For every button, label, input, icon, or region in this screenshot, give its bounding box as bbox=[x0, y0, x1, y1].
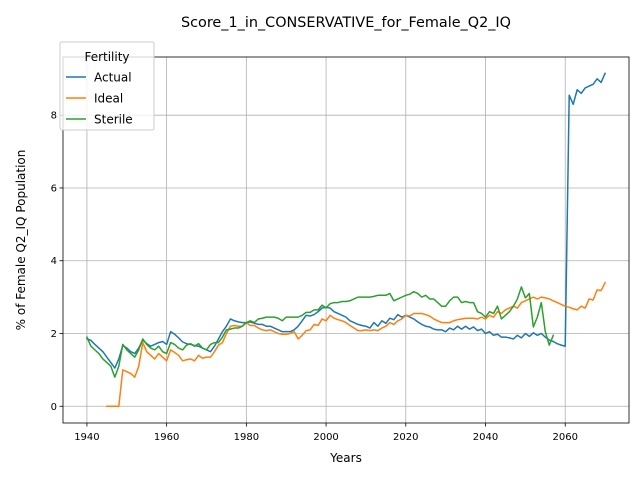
x-tick-label: 2060 bbox=[552, 432, 577, 443]
legend-box bbox=[59, 41, 155, 131]
legend-entries: Actual Ideal Sterile bbox=[66, 71, 133, 127]
x-tick-label: 2040 bbox=[473, 432, 498, 443]
plot-background bbox=[63, 57, 629, 423]
plot-area bbox=[62, 56, 630, 424]
x-axis-label: Years bbox=[329, 451, 362, 465]
legend-title: Fertility bbox=[84, 50, 129, 64]
legend: Fertility Actual Ideal Sterile bbox=[59, 41, 155, 131]
x-tick-label: 2020 bbox=[393, 432, 418, 443]
series-line-actual bbox=[85, 72, 607, 369]
x-tick-label: 2000 bbox=[313, 432, 338, 443]
y-tick-label: 8 bbox=[51, 111, 57, 122]
x-tick-label: 1940 bbox=[74, 432, 99, 443]
legend-label-actual: Actual bbox=[94, 71, 132, 85]
y-tick-label: 0 bbox=[51, 402, 57, 413]
chart-title: Score_1_in_CONSERVATIVE_for_Female_Q2_IQ bbox=[181, 15, 511, 31]
legend-label-sterile: Sterile bbox=[94, 113, 133, 127]
grid bbox=[63, 57, 629, 423]
y-tick-label: 6 bbox=[51, 183, 57, 194]
y-tick-label: 2 bbox=[51, 329, 57, 340]
y-axis-label: % of Female Q2_IQ Population bbox=[14, 150, 28, 331]
series-line-sterile bbox=[85, 286, 555, 378]
x-axis: 1940 1960 1980 2000 2020 2040 2060 bbox=[74, 423, 578, 443]
series-layer bbox=[85, 72, 607, 408]
y-tick-label: 4 bbox=[51, 256, 57, 267]
x-tick-label: 1960 bbox=[154, 432, 179, 443]
plot-frame bbox=[62, 56, 630, 424]
series-line-ideal bbox=[106, 281, 607, 408]
x-tick-label: 1980 bbox=[234, 432, 259, 443]
legend-label-ideal: Ideal bbox=[94, 92, 123, 106]
